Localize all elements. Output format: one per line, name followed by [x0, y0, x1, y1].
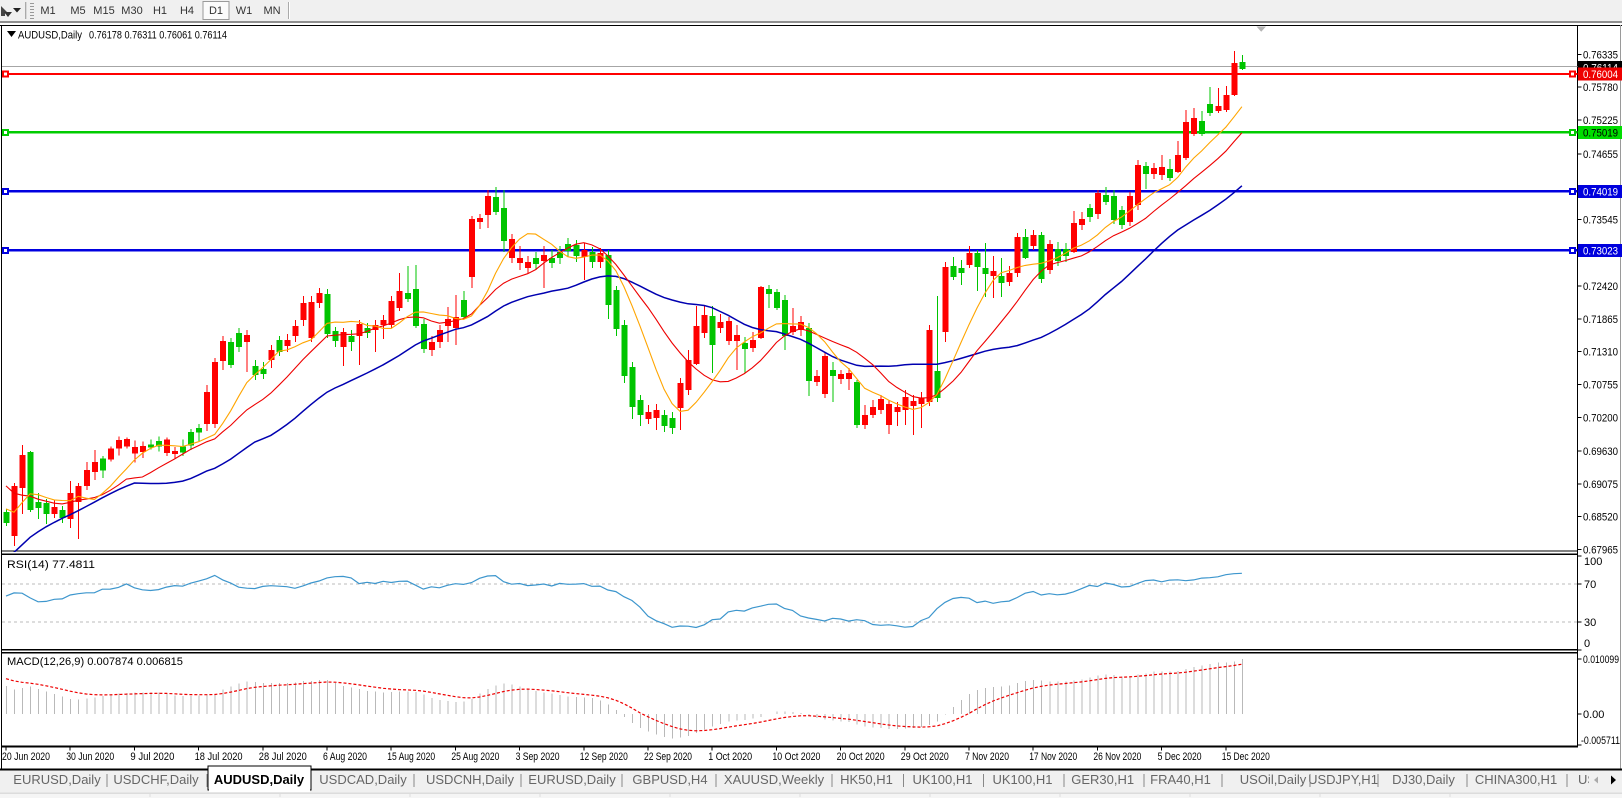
svg-text:D1: D1: [209, 5, 223, 17]
svg-text:0.75019: 0.75019: [1583, 127, 1618, 139]
svg-text:0.73545: 0.73545: [1583, 215, 1618, 227]
svg-text:0.75780: 0.75780: [1583, 82, 1618, 94]
svg-text:30: 30: [1584, 617, 1596, 629]
svg-text:GBPUSD,H4: GBPUSD,H4: [632, 772, 707, 787]
svg-text:26 Nov 2020: 26 Nov 2020: [1093, 751, 1141, 763]
svg-text:15 Dec 2020: 15 Dec 2020: [1222, 751, 1270, 763]
svg-text:0.010099: 0.010099: [1583, 654, 1619, 666]
svg-text:M15: M15: [93, 5, 114, 17]
svg-text:RSI(14) 77.4811: RSI(14) 77.4811: [7, 559, 95, 571]
svg-text:0.74655: 0.74655: [1583, 149, 1618, 161]
svg-text:FRA40,H1: FRA40,H1: [1150, 772, 1211, 787]
svg-text:0.70200: 0.70200: [1583, 412, 1618, 424]
svg-text:M30: M30: [121, 5, 142, 17]
svg-text:0.75225: 0.75225: [1583, 115, 1618, 127]
svg-text:5 Dec 2020: 5 Dec 2020: [1158, 751, 1202, 763]
svg-text:AUDUSD,Daily: AUDUSD,Daily: [214, 772, 305, 787]
svg-text:UK100,H1: UK100,H1: [993, 772, 1053, 787]
svg-text:EURUSD,Daily: EURUSD,Daily: [528, 772, 616, 787]
svg-text:HK50,H1: HK50,H1: [840, 772, 893, 787]
svg-text:USDCNH,Daily: USDCNH,Daily: [426, 772, 515, 787]
svg-text:USDCAD,Daily: USDCAD,Daily: [319, 772, 407, 787]
svg-text:AUDUSD,Daily: AUDUSD,Daily: [18, 30, 82, 42]
svg-text:0.74019: 0.74019: [1583, 186, 1618, 198]
svg-text:9 Jul 2020: 9 Jul 2020: [130, 751, 174, 763]
svg-text:20 Jun 2020: 20 Jun 2020: [2, 751, 50, 763]
svg-text:CHINA300,H1: CHINA300,H1: [1475, 772, 1557, 787]
svg-text:USDCHF,Daily: USDCHF,Daily: [113, 772, 199, 787]
svg-text:EURUSD,Daily: EURUSD,Daily: [13, 772, 101, 787]
svg-text:H4: H4: [180, 5, 194, 17]
svg-text:25 Aug 2020: 25 Aug 2020: [451, 751, 499, 763]
svg-text:M1: M1: [40, 5, 55, 17]
svg-text:30 Jun 2020: 30 Jun 2020: [66, 751, 114, 763]
svg-text:10 Oct 2020: 10 Oct 2020: [772, 751, 820, 763]
svg-text:15 Aug 2020: 15 Aug 2020: [387, 751, 435, 763]
svg-text:0.70755: 0.70755: [1583, 380, 1618, 392]
svg-text:12 Sep 2020: 12 Sep 2020: [580, 751, 628, 763]
svg-text:UK100,H1: UK100,H1: [913, 772, 973, 787]
svg-text:0.72420: 0.72420: [1583, 281, 1618, 293]
svg-text:-0.005711: -0.005711: [1581, 735, 1620, 747]
svg-text:0.69075: 0.69075: [1583, 479, 1618, 491]
svg-text:17 Nov 2020: 17 Nov 2020: [1029, 751, 1077, 763]
svg-text:H1: H1: [153, 5, 167, 17]
svg-text:GER30,H1: GER30,H1: [1071, 772, 1134, 787]
svg-text:M5: M5: [70, 5, 85, 17]
svg-text:DJ30,Daily: DJ30,Daily: [1392, 772, 1455, 787]
svg-text:29 Oct 2020: 29 Oct 2020: [901, 751, 949, 763]
svg-text:0.68520: 0.68520: [1583, 512, 1618, 524]
svg-text:0.76178 0.76311 0.76061 0.7611: 0.76178 0.76311 0.76061 0.76114: [89, 30, 227, 42]
svg-text:0.76335: 0.76335: [1583, 49, 1618, 61]
svg-text:7 Nov 2020: 7 Nov 2020: [965, 751, 1009, 763]
svg-text:USOil,Daily: USOil,Daily: [1240, 772, 1307, 787]
svg-text:70: 70: [1584, 579, 1596, 591]
svg-text:0: 0: [1584, 638, 1590, 650]
svg-text:MN: MN: [263, 5, 280, 17]
svg-text:100: 100: [1584, 556, 1602, 568]
svg-text:XAUUSD,Weekly: XAUUSD,Weekly: [724, 772, 825, 787]
svg-text:22 Sep 2020: 22 Sep 2020: [644, 751, 692, 763]
svg-text:18 Jul 2020: 18 Jul 2020: [195, 751, 243, 763]
svg-text:MACD(12,26,9) 0.007874 0.00681: MACD(12,26,9) 0.007874 0.006815: [7, 656, 183, 668]
svg-text:0.00: 0.00: [1583, 709, 1604, 721]
svg-text:0.69630: 0.69630: [1583, 446, 1618, 458]
svg-text:0.73023: 0.73023: [1583, 245, 1618, 257]
svg-text:USDJPY,H1: USDJPY,H1: [1308, 772, 1378, 787]
svg-text:20 Oct 2020: 20 Oct 2020: [837, 751, 885, 763]
svg-text:6 Aug 2020: 6 Aug 2020: [323, 751, 367, 763]
svg-text:US: US: [1578, 772, 1596, 787]
svg-text:0.67965: 0.67965: [1583, 545, 1618, 557]
svg-text:W1: W1: [236, 5, 253, 17]
svg-text:0.76004: 0.76004: [1583, 69, 1618, 81]
svg-text:3 Sep 2020: 3 Sep 2020: [516, 751, 560, 763]
svg-text:0.71310: 0.71310: [1583, 347, 1618, 359]
svg-text:28 Jul 2020: 28 Jul 2020: [259, 751, 307, 763]
svg-text:1 Oct 2020: 1 Oct 2020: [708, 751, 752, 763]
svg-text:0.71865: 0.71865: [1583, 314, 1618, 326]
